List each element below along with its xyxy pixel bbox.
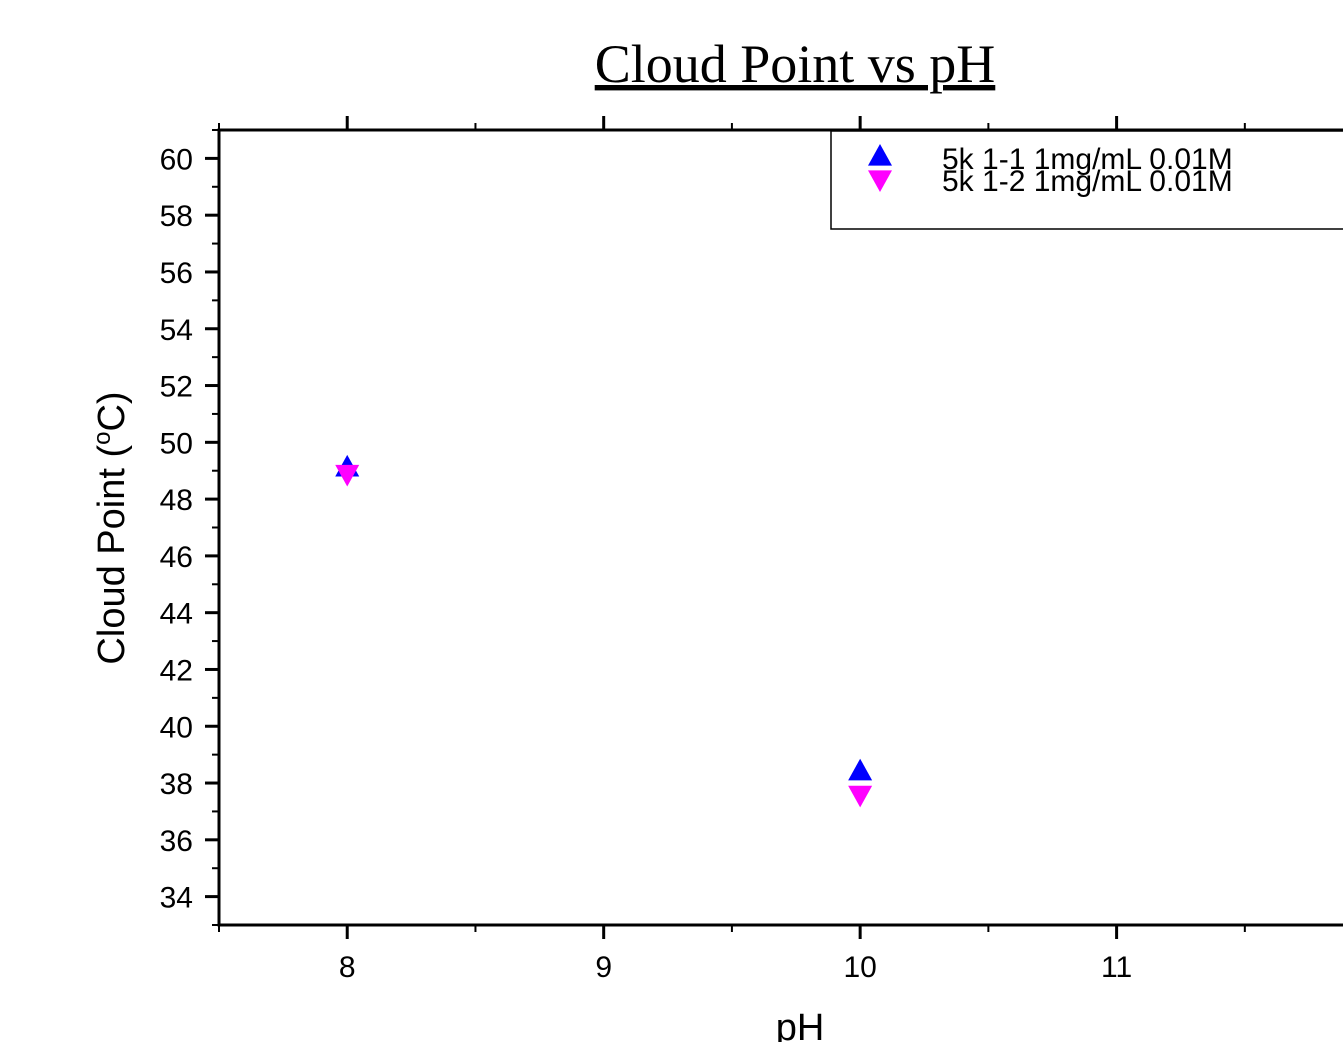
y-tick-label-9: 52	[160, 371, 193, 404]
y-tick-label-3: 40	[160, 711, 193, 744]
y-tick-label-12: 58	[160, 200, 193, 233]
x-tick-label-1: 9	[595, 951, 612, 984]
legend-marker-0	[868, 144, 892, 166]
y-tick-label-2: 38	[160, 768, 193, 801]
y-tick-label-11: 56	[160, 257, 193, 290]
y-tick-label-5: 44	[160, 598, 193, 631]
plot-frame	[217, 128, 1343, 927]
x-tick-label-2: 10	[843, 951, 876, 984]
y-axis-label-superscript: o	[89, 432, 116, 445]
y-tick-label-4: 42	[160, 654, 193, 687]
y-axis-label-main: Cloud Point (	[91, 445, 133, 665]
data-points	[335, 454, 873, 808]
y-tick-label-13: 60	[160, 143, 193, 176]
series-1-point-1	[848, 785, 873, 808]
legend-label-1: 5k 1-2 1mg/mL 0.01M	[942, 165, 1233, 198]
y-tick-label-10: 54	[160, 314, 193, 347]
legend-marker-1	[868, 170, 892, 192]
y-axis-label-unit: C)	[91, 391, 133, 431]
y-tick-label-7: 48	[160, 484, 193, 517]
series-0-point-1	[848, 758, 873, 781]
y-tick-label-0: 34	[160, 882, 193, 915]
x-tick-label-3: 11	[1101, 951, 1132, 984]
y-axis-ticks: 34 36 38 40 42 44 46 48 50 52 54 56 58 60	[160, 129, 219, 926]
x-axis-label: pH	[776, 1007, 825, 1042]
series-1-point-0	[335, 464, 360, 487]
legend-label-0: 5k 1-1 1mg/mL 0.01M	[942, 143, 1233, 176]
y-tick-label-8: 50	[160, 427, 193, 460]
x-axis-ticks: 89101112	[218, 116, 1246, 984]
legend-box	[830, 130, 1343, 230]
axes	[217, 128, 1343, 927]
x-tick-label-0: 8	[339, 951, 356, 984]
y-axis-label: Cloud Point (oC)	[89, 391, 133, 664]
chart-title: Cloud Point vs pH	[595, 34, 996, 94]
y-tick-label-6: 46	[160, 541, 193, 574]
y-tick-label-1: 36	[160, 825, 193, 858]
